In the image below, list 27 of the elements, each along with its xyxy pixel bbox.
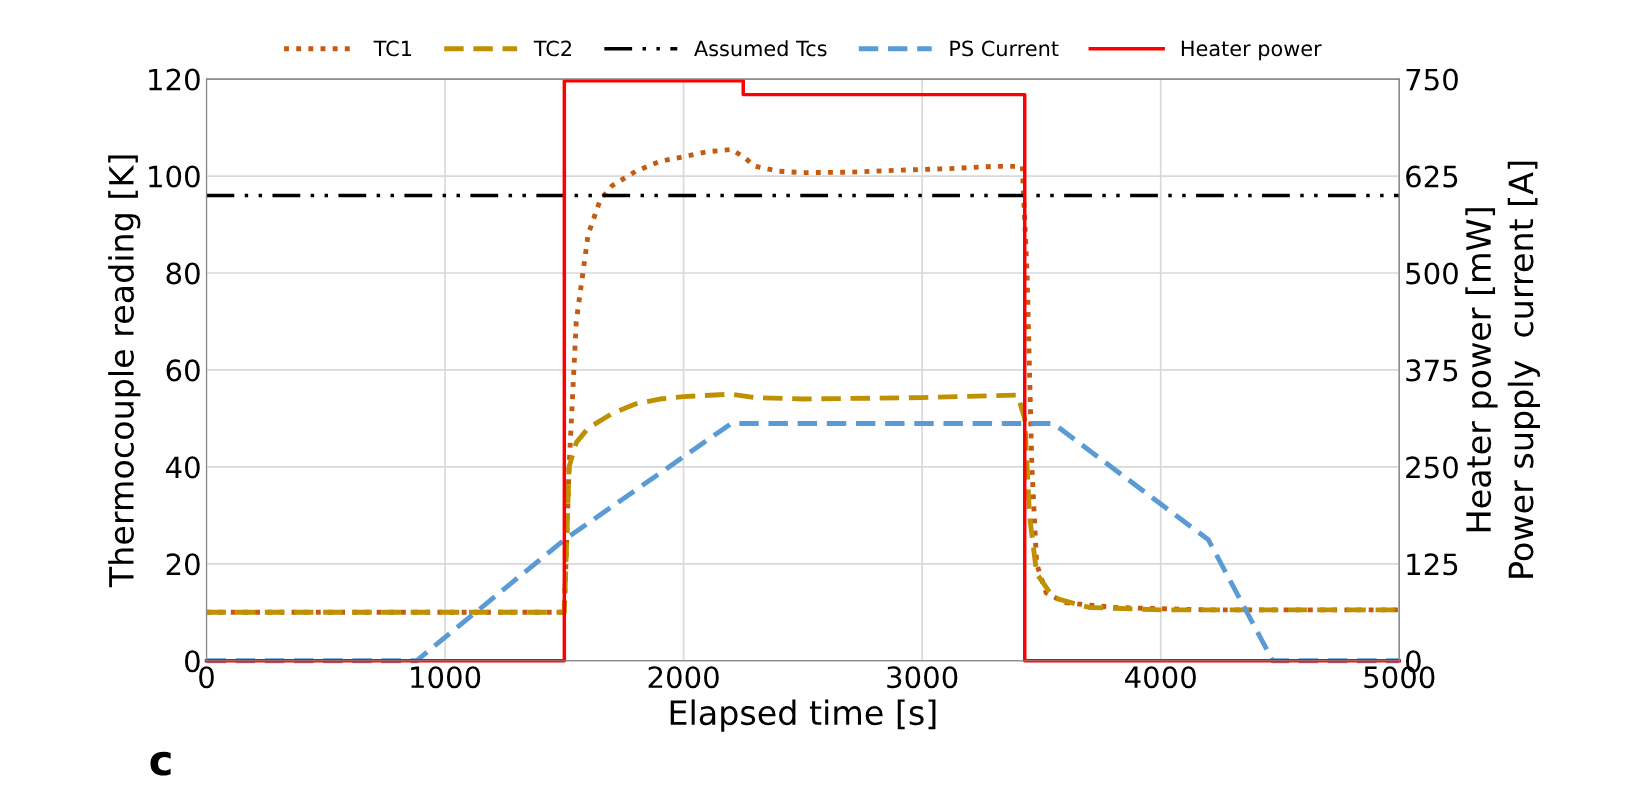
y2-axis-title: Heater power [mW] Power supply current [A]	[1465, 161, 1540, 578]
y-tick-label: 20	[166, 553, 200, 576]
legend-label: TC2	[533, 40, 572, 57]
x-axis-title: Elapsed time [s]	[670, 699, 936, 732]
x-tick-label: 4000	[1125, 666, 1196, 689]
legend-label: Assumed Tcs	[694, 40, 827, 57]
y2-tick-label: 500	[1406, 262, 1458, 285]
y-tick-label: 100	[149, 165, 200, 188]
x-tick-label: 0	[199, 666, 214, 689]
y2-tick-label: 250	[1406, 456, 1458, 479]
y-tick-label: 80	[166, 262, 200, 285]
y-tick-label: 120	[149, 68, 200, 91]
legend-label: PS Current	[950, 40, 1059, 57]
y-tick-label: 40	[165, 456, 200, 479]
y2-tick-label: 750	[1406, 68, 1458, 91]
y2-tick-label: 125	[1407, 553, 1458, 576]
x-tick-label: 3000	[887, 666, 958, 689]
y-axis-title: Thermocouple reading [K]	[108, 155, 141, 588]
x-tick-label: 2000	[648, 666, 719, 689]
y-tick-label: 0	[185, 650, 200, 673]
text: c	[150, 751, 171, 776]
legend-label: TC1	[373, 40, 412, 57]
y-tick-label: 60	[166, 359, 200, 382]
legend-label: Heater power	[1181, 40, 1322, 61]
x-tick-label: 1000	[411, 666, 481, 689]
y2-tick-label: 625	[1406, 165, 1458, 188]
y2-tick-label: 375	[1406, 359, 1458, 382]
